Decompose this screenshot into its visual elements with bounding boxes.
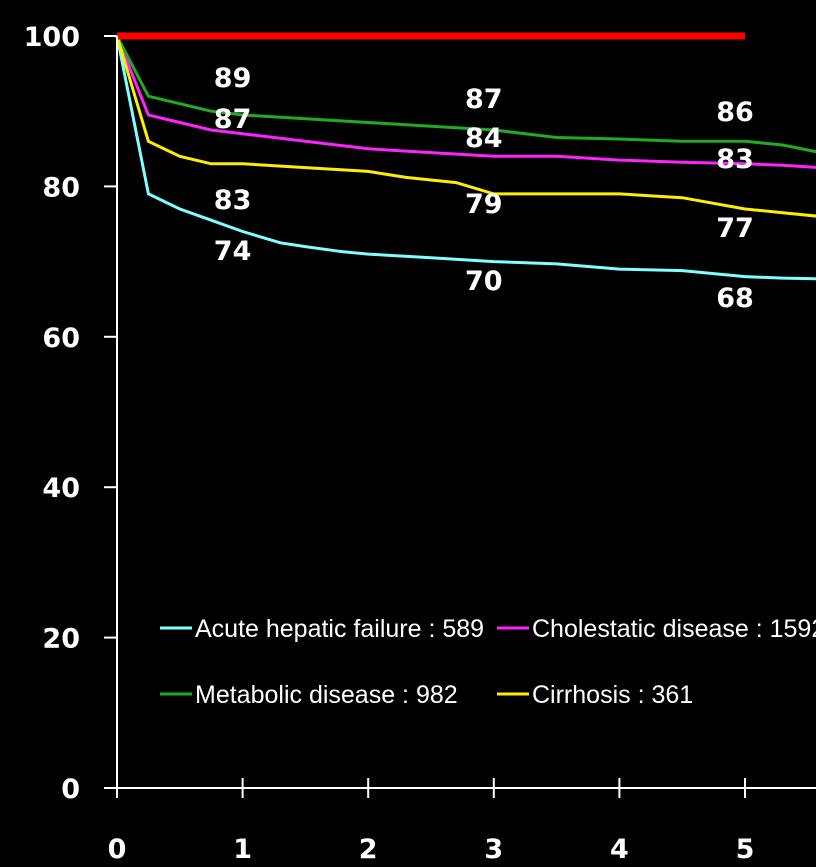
x-tick-label: 1 [233,834,252,865]
y-tick-label: 0 [61,774,80,805]
y-tick-label: 80 [42,172,80,203]
data-label: 87 [214,104,252,135]
y-tick-label: 100 [24,22,80,53]
ticks: 0 20 40 60 80 100 0 1 2 3 4 5 [24,22,755,865]
legend-label-3: Cirrhosis : 361 [532,681,693,709]
x-tick-label: 2 [359,834,378,865]
data-label: 79 [465,189,503,220]
x-tick-label: 3 [484,834,503,865]
y-tick-label: 60 [42,323,80,354]
data-label: 83 [716,144,754,175]
y-tick-label: 40 [42,473,80,504]
x-tick-label: 0 [108,834,127,865]
y-tick-label: 20 [42,624,80,655]
legend-label-0: Acute hepatic failure : 589 [195,615,484,643]
data-label: 70 [465,266,503,297]
data-labels: 89 87 83 74 87 84 79 70 86 83 77 68 [214,63,754,314]
data-label: 89 [214,63,252,94]
data-label: 87 [465,84,503,115]
axes [116,36,816,789]
data-label: 83 [214,185,252,216]
legend: Acute hepatic failure : 589 Cholestatic d… [160,615,816,709]
data-label: 68 [716,283,754,314]
data-label: 86 [716,97,754,128]
series-line-1 [115,35,816,169]
series-line-3 [115,35,816,218]
data-label: 77 [716,213,754,244]
series-line-0 [115,35,816,281]
series-line-2 [115,35,816,154]
data-label: 74 [214,236,252,267]
legend-label-2: Metabolic disease : 982 [195,681,458,709]
plot-lines [115,32,816,281]
legend-label-1: Cholestatic disease : 1592 [532,615,816,643]
data-label: 84 [465,123,503,154]
x-tick-label: 4 [610,834,629,865]
x-tick-label: 5 [736,834,755,865]
